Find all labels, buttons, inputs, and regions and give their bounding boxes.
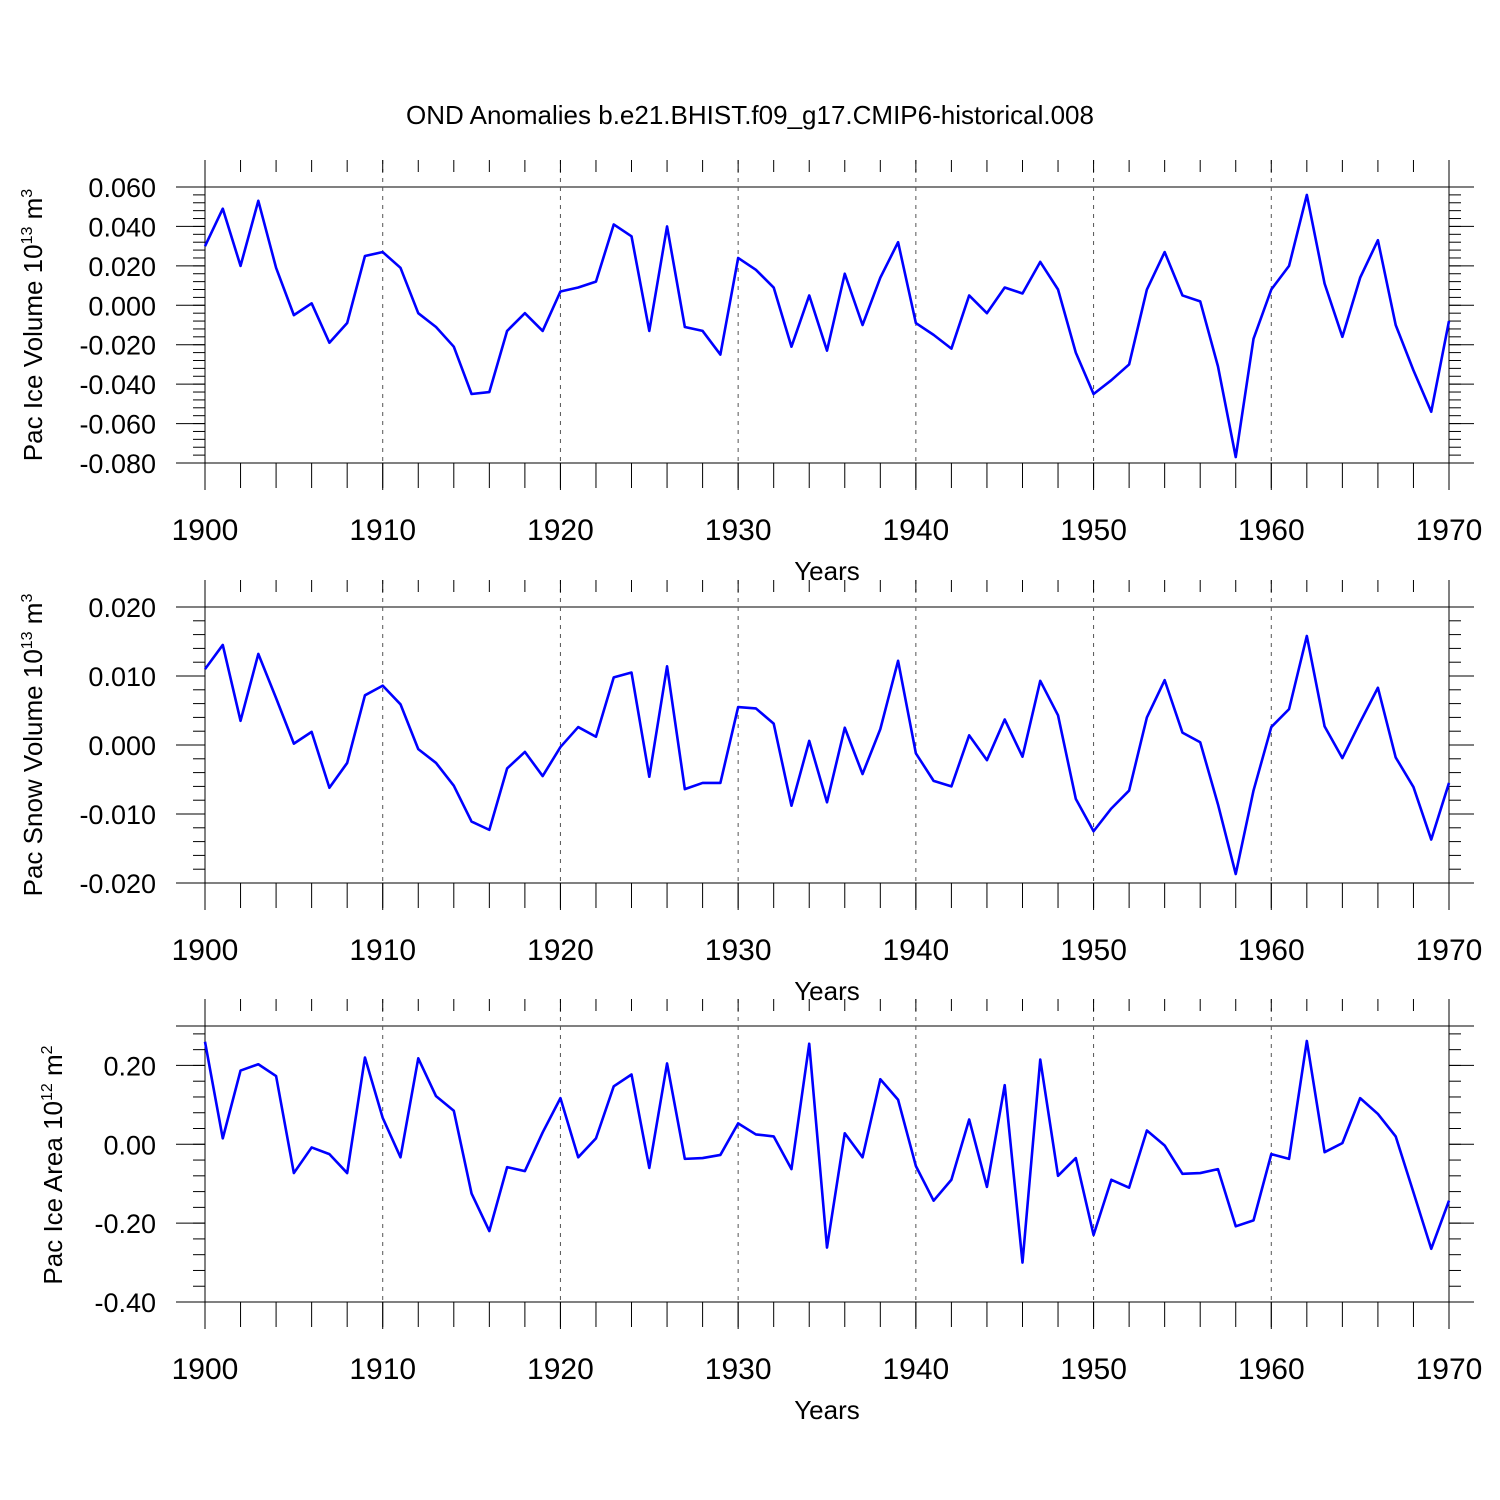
y-axis-label-unit: m (18, 198, 48, 227)
series-line-pac-snow-volume (203, 634, 1451, 876)
y-axis-label-text: Pac Ice Area 10 (38, 1101, 68, 1285)
x-axis-label: Years (794, 1395, 860, 1425)
y-tick-label: -0.020 (79, 331, 156, 361)
y-axis-label: Pac Ice Area 1012 m2 (38, 1045, 68, 1284)
series-line-pac-ice-volume (203, 193, 1451, 459)
y-tick-label: 0.040 (88, 212, 156, 242)
x-tick-label: 1940 (882, 1353, 949, 1386)
y-tick-label: -0.080 (79, 449, 156, 479)
x-tick-label: 1960 (1238, 934, 1305, 967)
panel-ice-area: 1900 1910 1920 1930 1940 1950 1960 1970 0.20 0.00… (38, 999, 1482, 1425)
x-tick-label: 1910 (349, 514, 416, 547)
x-tick-label: 1910 (349, 934, 416, 967)
y-tick-label: -0.20 (94, 1209, 156, 1239)
y-axis-label-unit: m (18, 603, 48, 632)
x-tick-label: 1900 (172, 934, 239, 967)
y-tick-label: -0.040 (79, 370, 156, 400)
x-tick-label: 1960 (1238, 1353, 1305, 1386)
y-tick-label: 0.20 (103, 1051, 156, 1081)
x-tick-label: 1970 (1416, 514, 1483, 547)
panel-snow-volume: 1900 1910 1920 1930 1940 1950 1960 1970 0.020 0.0… (18, 580, 1482, 1006)
y-tick-label: -0.060 (79, 410, 156, 440)
y-tick-label: -0.40 (94, 1288, 156, 1318)
x-tick-label: 1900 (172, 1353, 239, 1386)
x-tick-label: 1930 (705, 1353, 772, 1386)
y-axis-label-exponent: 12 (39, 1083, 56, 1101)
x-tick-label: 1910 (349, 1353, 416, 1386)
y-tick-label: 0.00 (103, 1130, 156, 1160)
x-tick-label: 1950 (1060, 934, 1127, 967)
series-line-pac-ice-area (203, 1039, 1451, 1264)
x-tick-label: 1940 (882, 934, 949, 967)
x-axis-label: Years (794, 976, 860, 1006)
y-axis-label-exponent: 13 (19, 226, 36, 244)
y-axis-label-unit: m (38, 1054, 68, 1083)
x-tick-label: 1920 (527, 514, 594, 547)
panel-ice-volume: 1900 1910 1920 1930 1940 1950 1960 1970 0.060 0.0… (18, 160, 1482, 586)
x-tick-label: 1920 (527, 934, 594, 967)
x-tick-label: 1930 (705, 934, 772, 967)
figure-title: OND Anomalies b.e21.BHIST.f09_g17.CMIP6-… (406, 100, 1094, 130)
x-tick-label: 1970 (1416, 934, 1483, 967)
y-axis-label-text: Pac Ice Volume 10 (18, 244, 48, 461)
y-tick-label: 0.010 (88, 662, 156, 692)
x-tick-label: 1960 (1238, 514, 1305, 547)
y-axis-label-unit-exponent: 3 (19, 189, 36, 198)
y-axis-label-text: Pac Snow Volume 10 (18, 649, 48, 896)
y-tick-label: 0.020 (88, 252, 156, 282)
x-tick-label: 1970 (1416, 1353, 1483, 1386)
y-tick-label: 0.000 (88, 291, 156, 321)
y-tick-label: -0.020 (79, 869, 156, 899)
y-axis-label-exponent: 13 (19, 631, 36, 649)
x-tick-label: 1950 (1060, 514, 1127, 547)
x-axis-label: Years (794, 556, 860, 586)
y-tick-label: 0.020 (88, 593, 156, 623)
x-tick-label: 1900 (172, 514, 239, 547)
y-tick-label: 0.000 (88, 731, 156, 761)
x-tick-label: 1940 (882, 514, 949, 547)
y-axis-label-unit-exponent: 2 (39, 1045, 56, 1054)
y-tick-label: -0.010 (79, 800, 156, 830)
y-axis-label: Pac Ice Volume 1013 m3 (18, 189, 48, 462)
y-axis-label: Pac Snow Volume 1013 m3 (18, 594, 48, 897)
y-tick-label: 0.060 (88, 173, 156, 203)
x-tick-label: 1950 (1060, 1353, 1127, 1386)
x-tick-label: 1920 (527, 1353, 594, 1386)
y-axis-label-unit-exponent: 3 (19, 594, 36, 603)
x-tick-label: 1930 (705, 514, 772, 547)
